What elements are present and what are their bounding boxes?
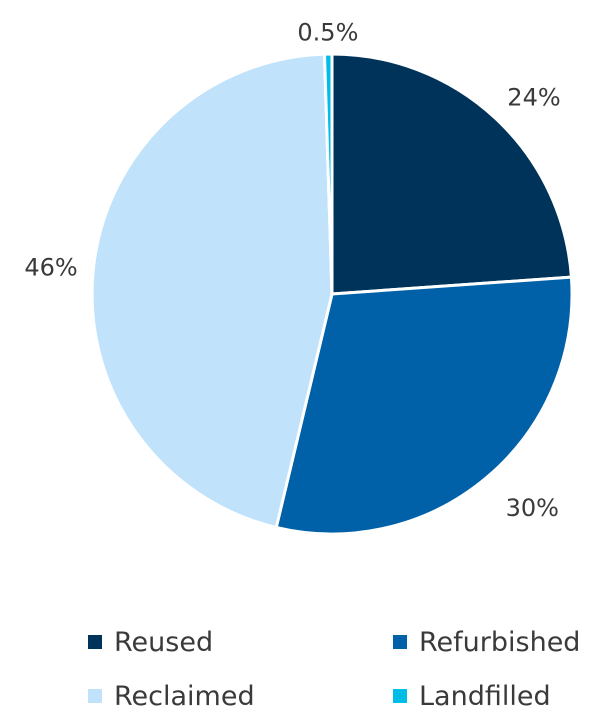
chart-legend: Reused Refurbished Reclaimed Landfilled bbox=[0, 620, 595, 712]
pie-slice-labels: 24% 30% 46% 0.5% bbox=[24, 18, 560, 522]
pie-slice-refurbished bbox=[274, 275, 574, 536]
legend-item-reused: Reused bbox=[88, 620, 213, 664]
legend-item-landfilled: Landfilled bbox=[393, 674, 551, 718]
legend-item-reclaimed: Reclaimed bbox=[88, 674, 255, 718]
pie-slice-reclaimed bbox=[90, 52, 334, 529]
slice-label-landfilled: 0.5% bbox=[297, 18, 358, 46]
legend-label-reused: Reused bbox=[114, 626, 214, 658]
legend-label-reclaimed: Reclaimed bbox=[114, 680, 255, 712]
pie-slice-landfilled bbox=[323, 52, 334, 296]
slice-label-reused: 24% bbox=[507, 83, 560, 111]
slice-label-refurbished: 30% bbox=[506, 494, 559, 522]
legend-item-refurbished: Refurbished bbox=[393, 620, 580, 664]
legend-label-landfilled: Landfilled bbox=[419, 680, 551, 712]
pie-slice-reused bbox=[330, 52, 573, 296]
slice-label-reclaimed: 46% bbox=[24, 254, 77, 282]
legend-swatch-landfilled bbox=[393, 689, 407, 703]
pie-slices bbox=[90, 52, 574, 536]
legend-swatch-reclaimed bbox=[88, 689, 102, 703]
pie-chart-svg: 24% 30% 46% 0.5% bbox=[24, 18, 574, 536]
legend-label-refurbished: Refurbished bbox=[419, 626, 581, 658]
legend-swatch-reused bbox=[88, 635, 102, 649]
legend-swatch-refurbished bbox=[393, 635, 407, 649]
